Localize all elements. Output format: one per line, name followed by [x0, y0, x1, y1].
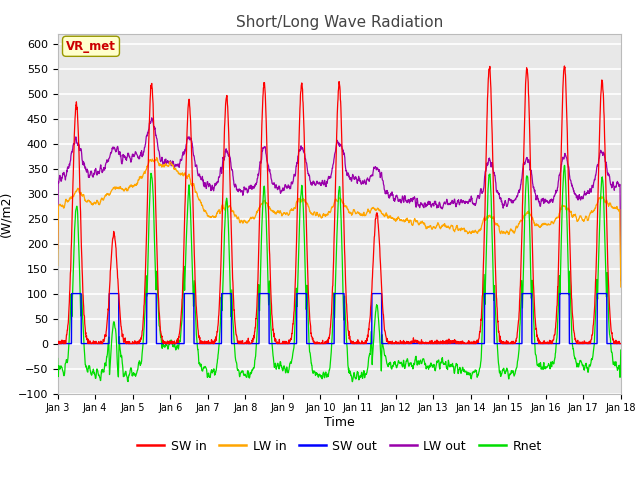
Title: Short/Long Wave Radiation: Short/Long Wave Radiation	[236, 15, 443, 30]
Legend: SW in, LW in, SW out, LW out, Rnet: SW in, LW in, SW out, LW out, Rnet	[132, 434, 547, 457]
X-axis label: Time: Time	[324, 416, 355, 429]
Text: VR_met: VR_met	[66, 40, 116, 53]
Y-axis label: (W/m2): (W/m2)	[0, 191, 12, 237]
